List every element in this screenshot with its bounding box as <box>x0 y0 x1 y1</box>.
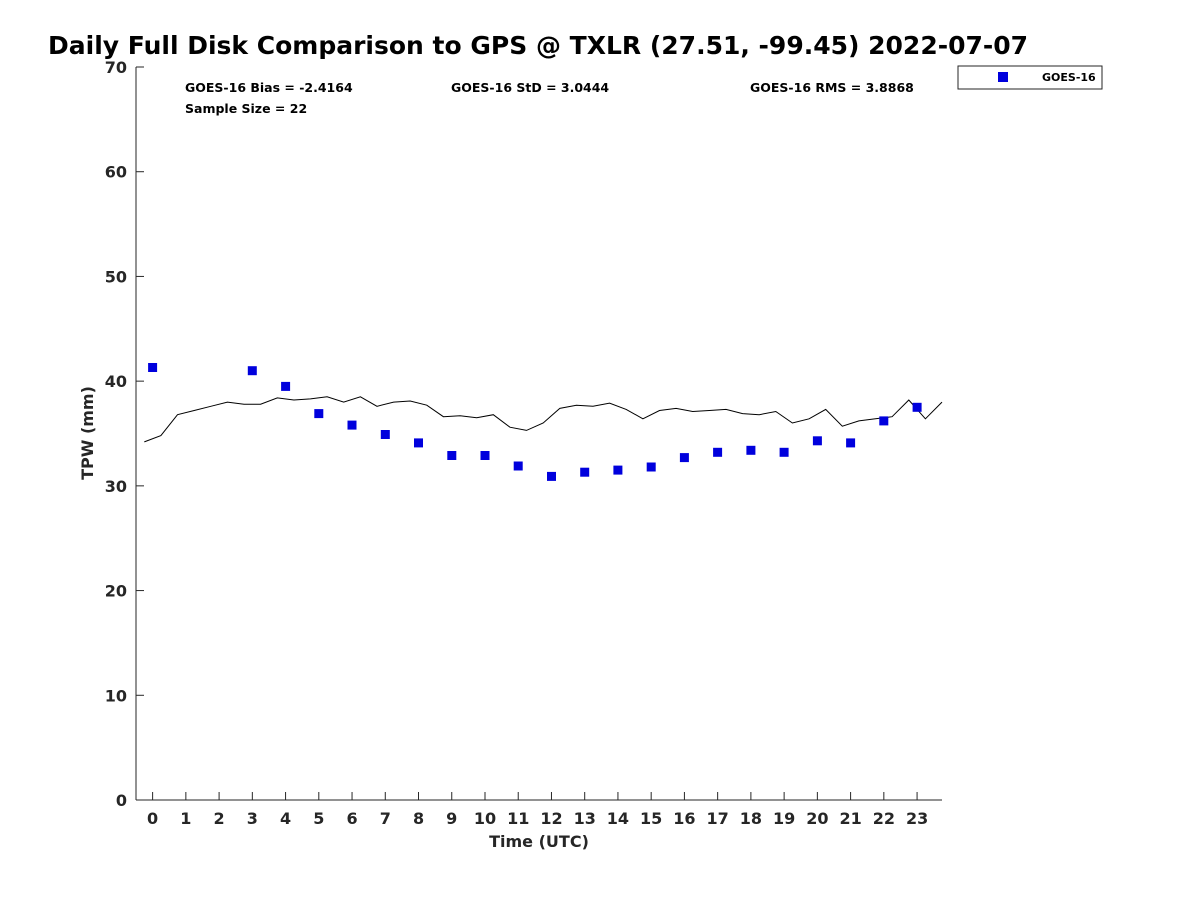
x-tick-label: 3 <box>247 809 258 828</box>
x-tick-label: 17 <box>707 809 729 828</box>
rms-stat: GOES-16 RMS = 3.8868 <box>750 80 914 95</box>
y-tick-label: 0 <box>116 791 127 810</box>
goes16-data-point <box>713 447 723 457</box>
x-tick-label: 1 <box>180 809 191 828</box>
sample-size-stat: Sample Size = 22 <box>185 101 307 116</box>
goes16-data-point <box>613 465 623 475</box>
chart-title: Daily Full Disk Comparison to GPS @ TXLR… <box>48 31 1028 60</box>
y-tick-label: 70 <box>105 58 127 77</box>
x-tick-label: 11 <box>507 809 529 828</box>
goes16-data-point <box>347 420 357 430</box>
y-axis-ticks: 0 10 20 30 40 50 60 70 <box>105 58 144 810</box>
y-tick-label: 10 <box>105 686 127 705</box>
goes16-data-point <box>380 430 390 439</box>
x-tick-label: 21 <box>839 809 861 828</box>
x-tick-label: 9 <box>446 809 457 828</box>
y-tick-label: 60 <box>105 163 127 182</box>
x-tick-label: 12 <box>540 809 562 828</box>
bias-stat: GOES-16 Bias = -2.4164 <box>185 80 353 95</box>
goes16-data-point <box>580 467 590 477</box>
goes16-data-point <box>646 462 656 472</box>
legend: GOES-16 <box>957 65 1103 90</box>
goes16-data-point <box>148 363 158 372</box>
x-tick-label: 20 <box>806 809 828 828</box>
goes16-data-point <box>912 402 922 412</box>
goes16-data-point <box>879 416 889 426</box>
x-tick-label: 23 <box>906 809 928 828</box>
x-tick-label: 2 <box>214 809 225 828</box>
y-tick-label: 30 <box>105 477 127 496</box>
x-tick-label: 13 <box>574 809 596 828</box>
legend-marker <box>998 72 1008 82</box>
legend-label: GOES-16 <box>1042 71 1096 84</box>
std-stat: GOES-16 StD = 3.0444 <box>451 80 609 95</box>
x-tick-label: 15 <box>640 809 662 828</box>
goes16-data-point <box>679 453 689 463</box>
x-tick-label: 0 <box>147 809 158 828</box>
goes16-data-point <box>513 461 523 471</box>
goes16-data-point <box>812 436 822 446</box>
y-tick-label: 20 <box>105 582 127 601</box>
x-tick-label: 4 <box>280 809 291 828</box>
x-tick-label: 14 <box>607 809 629 828</box>
x-axis-ticks: 0 1 2 3 4 5 6 7 8 9 10 11 12 13 14 15 16 17 18 19 20 21 22 23 <box>147 792 928 828</box>
goes16-data-point <box>846 438 856 448</box>
x-tick-label: 18 <box>740 809 762 828</box>
goes16-data-point <box>547 471 556 481</box>
goes16-data-point <box>414 438 423 448</box>
goes16-data-point <box>447 451 457 460</box>
x-tick-label: 19 <box>773 809 795 828</box>
y-tick-label: 50 <box>105 267 127 286</box>
goes16-data-point <box>480 451 490 460</box>
legend-box <box>957 65 1103 90</box>
x-tick-label: 16 <box>673 809 695 828</box>
plot-area: 0 1 2 3 4 5 6 7 8 9 10 11 12 13 14 15 16 17 18 19 20 21 22 23 0… <box>105 58 943 828</box>
x-axis-label: Time (UTC) <box>489 832 589 851</box>
goes16-data-point <box>779 447 789 457</box>
goes16-data-point <box>281 381 291 391</box>
x-tick-label: 8 <box>413 809 424 828</box>
x-tick-label: 5 <box>313 809 324 828</box>
x-tick-label: 22 <box>873 809 895 828</box>
x-tick-label: 10 <box>474 809 496 828</box>
goes16-data-point <box>746 445 756 455</box>
y-axis-label: TPW (mm) <box>78 386 97 480</box>
goes16-data-point <box>314 409 324 419</box>
y-tick-label: 40 <box>105 372 127 391</box>
x-tick-label: 7 <box>380 809 391 828</box>
x-tick-label: 6 <box>346 809 357 828</box>
goes16-points <box>148 363 922 481</box>
goes16-data-point <box>247 366 257 376</box>
gps-line-series <box>144 396 943 443</box>
